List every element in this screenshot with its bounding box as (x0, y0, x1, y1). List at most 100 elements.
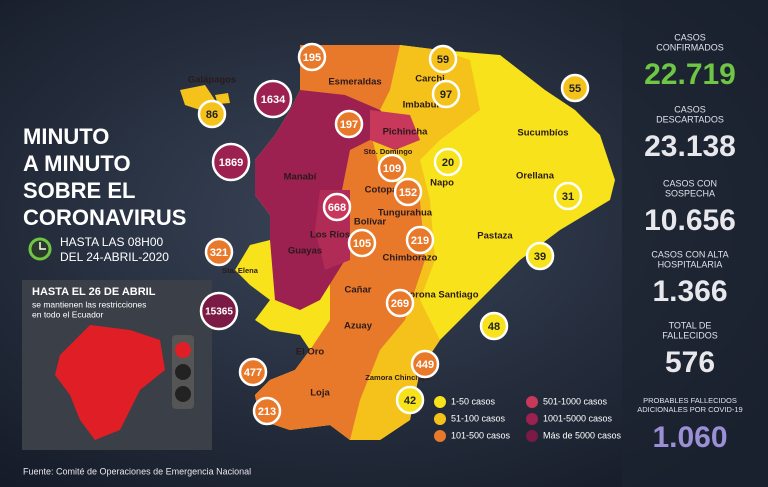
region-label: Carchi (415, 74, 445, 85)
region-label: Manabí (284, 172, 317, 183)
count-bubble (238, 357, 268, 387)
map-pichincha (370, 110, 420, 150)
count-bubble (433, 147, 463, 177)
restriction-line: se mantienen las restricciones (32, 299, 146, 309)
region-label: Galápagos (188, 75, 237, 86)
count-label: 109 (383, 163, 401, 175)
stat-label: HOSPITALARIA (658, 259, 723, 269)
stats-panel (622, 0, 768, 487)
legend-label: Más de 5000 casos (543, 430, 622, 440)
count-label: 152 (399, 187, 417, 199)
legend-swatch (434, 396, 446, 408)
count-label: 668 (328, 202, 346, 214)
count-bubble (405, 225, 435, 255)
count-bubble (253, 79, 293, 119)
light-off (175, 364, 191, 380)
title-line: MINUTO (23, 124, 109, 149)
stat-label: DESCARTADOS (656, 114, 724, 124)
count-label: 195 (303, 52, 321, 64)
count-bubble (211, 142, 251, 182)
region-label: Tungurahua (378, 208, 433, 219)
count-label: 477 (244, 367, 262, 379)
count-label: 15365 (205, 307, 233, 318)
count-label: 97 (440, 89, 452, 101)
clock-hands (39, 242, 46, 250)
stat-value: 23.138 (644, 130, 736, 163)
region-label: Orellana (516, 171, 555, 182)
count-bubble (385, 288, 415, 318)
legend-label: 1-50 casos (451, 396, 496, 406)
title-line: A MINUTO (23, 151, 131, 176)
count-bubble (560, 73, 590, 103)
region-label: Sto. Domingo (364, 147, 413, 156)
region-label: Cañar (345, 285, 372, 296)
legend-label: 501-1000 casos (543, 396, 608, 406)
count-bubble (410, 349, 440, 379)
count-bubble (199, 291, 239, 331)
region-label: Imbabura (403, 100, 446, 111)
stat-label: PROBABLES FALLECIDOS (643, 396, 737, 405)
stat-value: 1.366 (652, 275, 727, 308)
count-bubble (334, 109, 364, 139)
count-bubble (322, 192, 352, 222)
region-label: Morona Santiago (401, 290, 478, 301)
count-bubble (347, 228, 377, 258)
count-label: 20 (442, 157, 454, 169)
legend-swatch (434, 430, 446, 442)
count-label: 105 (353, 238, 371, 250)
update-line: HASTA LAS 08H00 (60, 235, 163, 249)
light-red (175, 342, 191, 358)
region-label: Bolívar (354, 217, 387, 228)
legend-swatch (526, 396, 538, 408)
region-label: Napo (430, 178, 454, 189)
count-bubble (393, 177, 423, 207)
count-label: 39 (534, 251, 546, 263)
count-bubble (297, 42, 327, 72)
stat-value: 22.719 (644, 58, 736, 91)
count-bubble (197, 99, 227, 129)
count-label: 321 (210, 247, 228, 259)
stat-label: CASOS (674, 32, 706, 42)
region-label: Sta. Elena (222, 266, 259, 275)
region-label: Guayas (288, 246, 322, 257)
ecuador-red (55, 325, 165, 440)
title-line: CORONAVIRUS (23, 205, 186, 230)
count-bubble (431, 79, 461, 109)
legend-label: 101-500 casos (451, 430, 511, 440)
light-off (175, 386, 191, 402)
stat-label: FALLECIDOS (662, 330, 718, 340)
count-bubble (204, 237, 234, 267)
count-bubble (525, 241, 555, 271)
restriction-line: en todo el Ecuador (32, 309, 104, 319)
stat-value: 576 (665, 346, 715, 379)
count-bubble (395, 385, 425, 415)
restriction-title: HASTA EL 26 DE ABRIL (32, 286, 156, 298)
region-label: Chimborazo (383, 253, 438, 264)
region-label: Los Ríos (310, 230, 350, 241)
region-label: El Oro (296, 347, 325, 358)
count-label: 86 (206, 109, 218, 121)
legend-label: 51-100 casos (451, 413, 506, 423)
update-line: DEL 24-ABRIL-2020 (60, 250, 169, 264)
count-bubble (479, 311, 509, 341)
count-label: 55 (569, 83, 581, 95)
region-label: Loja (310, 388, 330, 399)
stat-label: CASOS (674, 104, 706, 114)
map-galapagos (180, 85, 230, 110)
count-bubble (377, 153, 407, 183)
title-line: SOBRE EL (23, 178, 135, 203)
count-label: 59 (437, 54, 449, 66)
stat-label: CONFIRMADOS (656, 42, 724, 52)
stat-label: CASOS CON ALTA (651, 249, 728, 259)
stat-label: TOTAL DE (669, 320, 712, 330)
region-label: Pastaza (477, 231, 513, 242)
stat-label: ADICIONALES POR COVID-19 (637, 405, 742, 414)
region-label: Esmeraldas (328, 77, 381, 88)
legend-swatch (434, 413, 446, 425)
legend-swatch (526, 430, 538, 442)
count-label: 197 (340, 119, 358, 131)
region-label: Cotopaxi (365, 185, 406, 196)
region-label: Azuay (344, 321, 373, 332)
count-label: 269 (391, 298, 409, 310)
